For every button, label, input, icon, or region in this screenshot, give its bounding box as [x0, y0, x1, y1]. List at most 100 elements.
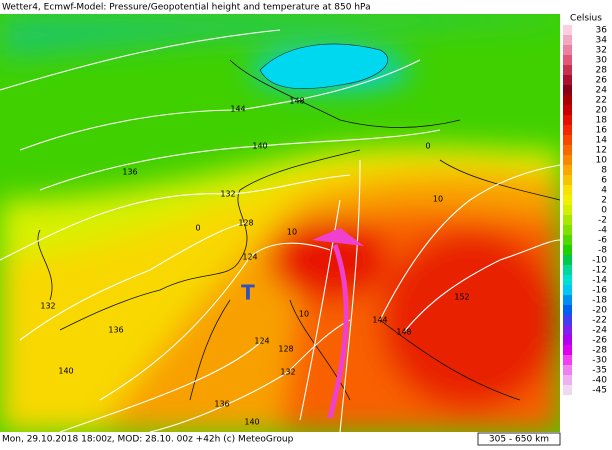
legend-swatch [563, 85, 572, 95]
footer-text: Mon, 29.10.2018 18:00z, MOD: 28.10. 00z … [2, 435, 294, 445]
contour-label: 128 [278, 345, 293, 354]
contour-label: 10 [433, 195, 443, 204]
contour-label: 136 [214, 400, 229, 409]
legend-label: -6 [598, 236, 607, 246]
contour-label: 144 [230, 105, 245, 114]
contour-label: 140 [244, 418, 259, 427]
legend-swatch [563, 45, 572, 55]
legend-swatch [563, 265, 572, 275]
legend-label: 4 [601, 186, 607, 196]
legend-label: -10 [592, 256, 607, 266]
legend-swatch [563, 145, 572, 155]
legend-swatch [563, 365, 572, 375]
legend-swatch [563, 225, 572, 235]
legend-swatch [563, 235, 572, 245]
legend-label: -20 [592, 306, 607, 316]
legend-label: 16 [596, 126, 608, 136]
legend-label: 8 [601, 166, 607, 176]
legend-swatch [563, 255, 572, 265]
scale-text: 305 - 650 km [489, 435, 549, 445]
contour-label: 128 [238, 219, 253, 228]
legend-label: -35 [592, 366, 607, 376]
low-marker: T [241, 281, 255, 305]
legend-swatch [563, 35, 572, 45]
legend-label: 24 [596, 86, 608, 96]
legend-label: -24 [592, 326, 607, 336]
legend-swatch [563, 175, 572, 185]
contour-label: 144 [372, 316, 387, 325]
legend-label: -45 [592, 386, 607, 396]
legend-swatch [563, 335, 572, 345]
legend-swatch [563, 65, 572, 75]
legend-label: 20 [596, 106, 608, 116]
legend-label: -22 [592, 316, 607, 326]
legend-swatch [563, 215, 572, 225]
contour-label: 0 [195, 224, 200, 233]
legend-swatch [563, 135, 572, 145]
legend-swatch [563, 75, 572, 85]
legend-label: -14 [592, 276, 607, 286]
legend-swatch [563, 155, 572, 165]
legend-swatch [563, 95, 572, 105]
legend-swatch [563, 245, 572, 255]
legend-swatch [563, 25, 572, 35]
legend-swatch [563, 125, 572, 135]
legend-swatch [563, 295, 572, 305]
legend-label: 14 [596, 136, 608, 146]
contour-label: 10 [299, 310, 309, 319]
legend-label: 26 [596, 76, 608, 86]
contour-label: 136 [108, 326, 123, 335]
legend-swatch [563, 105, 572, 115]
legend-label: -4 [598, 226, 607, 236]
legend-swatch [563, 195, 572, 205]
legend-label: -12 [592, 266, 607, 276]
legend-swatch [563, 355, 572, 365]
legend-swatch [563, 165, 572, 175]
legend-label: 0 [601, 206, 607, 216]
title: Wetter4, Ecmwf-Model: Pressure/Geopotent… [2, 3, 371, 13]
contour-label: 140 [58, 367, 73, 376]
legend-label: 12 [596, 146, 607, 156]
arrow [312, 228, 364, 419]
legend-label: 34 [596, 36, 608, 46]
legend-label: 18 [596, 116, 608, 126]
legend-swatch [563, 315, 572, 325]
legend-label: 32 [596, 46, 607, 56]
legend: 363432302826242220181614121086420-2-4-6-… [563, 25, 607, 396]
legend-label: 10 [596, 156, 608, 166]
legend-label: -16 [592, 286, 607, 296]
legend-swatch [563, 205, 572, 215]
legend-swatch [563, 385, 572, 395]
contour-labels: 144 148 140 136 132 128 124 132 136 140 … [40, 97, 469, 427]
legend-swatch [563, 285, 572, 295]
contour-label: 140 [252, 142, 267, 151]
contour-label: 152 [454, 293, 469, 302]
footer-bar [0, 432, 612, 446]
legend-label: 36 [596, 26, 608, 36]
legend-swatch [563, 375, 572, 385]
legend-swatch [563, 185, 572, 195]
contour-label: 132 [220, 190, 235, 199]
legend-swatch [563, 325, 572, 335]
legend-label: -26 [592, 336, 607, 346]
scale-box [477, 432, 561, 446]
legend-label: 28 [596, 66, 608, 76]
legend-swatch [563, 55, 572, 65]
legend-label: 30 [596, 56, 608, 66]
contour-label: 124 [242, 253, 257, 262]
contour-label: 132 [40, 302, 55, 311]
legend-label: 6 [601, 176, 607, 186]
isohypses [0, 29, 560, 432]
legend-label: -40 [592, 376, 607, 386]
legend-label: -30 [592, 356, 607, 366]
contour-label: 136 [122, 168, 137, 177]
contour-label: 10 [287, 228, 297, 237]
legend-unit: Celsius [570, 14, 602, 24]
legend-label: -2 [598, 216, 607, 226]
legend-label: -28 [592, 346, 607, 356]
legend-swatch [563, 345, 572, 355]
contour-label: 148 [289, 97, 304, 106]
contour-label: 132 [280, 368, 295, 377]
legend-label: -8 [598, 246, 607, 256]
